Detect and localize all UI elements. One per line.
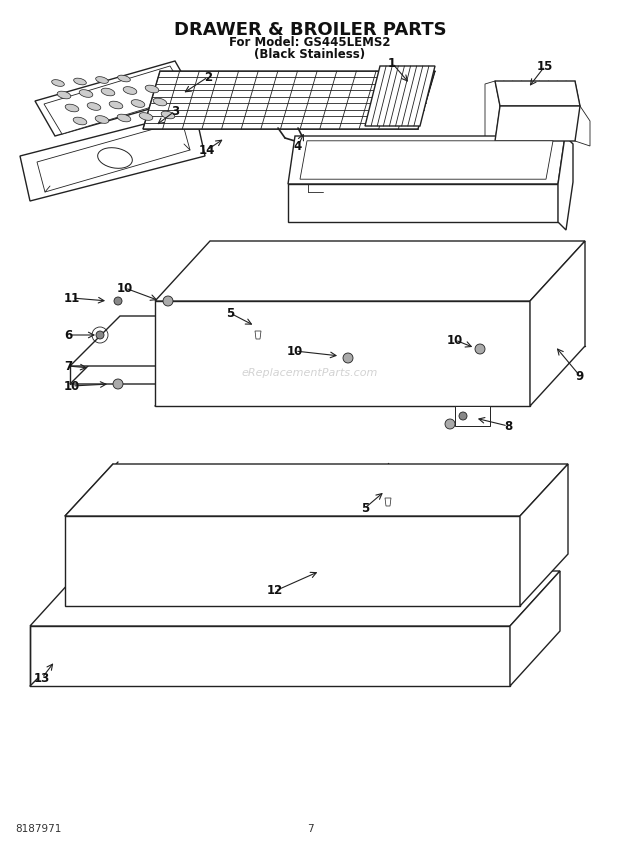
Polygon shape — [143, 71, 435, 129]
Ellipse shape — [117, 114, 131, 122]
Text: 13: 13 — [34, 671, 50, 685]
Text: 3: 3 — [171, 104, 179, 117]
Text: 9: 9 — [576, 370, 584, 383]
Circle shape — [343, 353, 353, 363]
Polygon shape — [155, 241, 585, 301]
Text: 10: 10 — [447, 334, 463, 347]
Ellipse shape — [87, 103, 101, 110]
Ellipse shape — [74, 78, 86, 85]
Polygon shape — [65, 464, 568, 516]
Text: 4: 4 — [294, 140, 302, 152]
Text: 8: 8 — [504, 419, 512, 432]
Polygon shape — [44, 66, 188, 134]
Circle shape — [475, 344, 485, 354]
Text: 2: 2 — [204, 70, 212, 84]
Polygon shape — [30, 626, 510, 686]
Polygon shape — [288, 184, 558, 222]
Ellipse shape — [109, 101, 123, 109]
Text: 8187971: 8187971 — [15, 824, 61, 834]
Ellipse shape — [73, 117, 87, 125]
Ellipse shape — [131, 99, 145, 107]
Text: 7: 7 — [64, 360, 72, 372]
Polygon shape — [485, 81, 500, 144]
Text: (Black Stainless): (Black Stainless) — [254, 48, 366, 61]
Text: 11: 11 — [64, 292, 80, 305]
Ellipse shape — [95, 77, 108, 83]
Circle shape — [459, 412, 467, 420]
Ellipse shape — [57, 92, 71, 98]
Circle shape — [114, 297, 122, 305]
Polygon shape — [37, 121, 190, 192]
Polygon shape — [70, 334, 495, 384]
Circle shape — [163, 296, 173, 306]
Polygon shape — [520, 464, 568, 606]
Ellipse shape — [95, 116, 109, 123]
Polygon shape — [65, 516, 520, 606]
Text: For Model: GS445LEMS2: For Model: GS445LEMS2 — [229, 36, 391, 49]
Circle shape — [445, 419, 455, 429]
Text: 12: 12 — [267, 585, 283, 597]
Polygon shape — [575, 106, 590, 146]
Ellipse shape — [79, 90, 93, 98]
Polygon shape — [300, 140, 553, 179]
Polygon shape — [495, 81, 580, 106]
Circle shape — [113, 379, 123, 389]
Ellipse shape — [51, 80, 64, 86]
Polygon shape — [558, 136, 573, 230]
Text: 14: 14 — [199, 144, 215, 157]
Text: DRAWER & BROILER PARTS: DRAWER & BROILER PARTS — [174, 21, 446, 39]
Ellipse shape — [123, 86, 137, 94]
Polygon shape — [288, 136, 565, 184]
Polygon shape — [30, 571, 560, 626]
Text: 5: 5 — [226, 306, 234, 319]
Polygon shape — [530, 241, 585, 406]
Polygon shape — [70, 316, 495, 366]
Text: 5: 5 — [361, 502, 369, 514]
Polygon shape — [455, 406, 490, 426]
Ellipse shape — [101, 88, 115, 96]
Text: eReplacementParts.com: eReplacementParts.com — [242, 368, 378, 378]
Text: 10: 10 — [287, 344, 303, 358]
Text: 6: 6 — [64, 329, 72, 342]
Polygon shape — [255, 331, 261, 339]
Text: 7: 7 — [307, 824, 313, 834]
Polygon shape — [495, 106, 580, 141]
Ellipse shape — [145, 85, 159, 92]
Polygon shape — [365, 66, 435, 126]
Ellipse shape — [139, 113, 153, 121]
Text: 15: 15 — [537, 60, 553, 73]
Ellipse shape — [118, 75, 130, 82]
Polygon shape — [155, 301, 530, 406]
Ellipse shape — [161, 111, 175, 119]
Polygon shape — [35, 61, 195, 136]
Polygon shape — [385, 498, 391, 506]
Polygon shape — [20, 111, 205, 201]
Ellipse shape — [65, 104, 79, 112]
Circle shape — [96, 331, 104, 339]
Text: 1: 1 — [388, 56, 396, 69]
Polygon shape — [510, 571, 560, 686]
Text: 10: 10 — [117, 282, 133, 294]
Text: 10: 10 — [64, 379, 80, 393]
Ellipse shape — [153, 98, 167, 106]
